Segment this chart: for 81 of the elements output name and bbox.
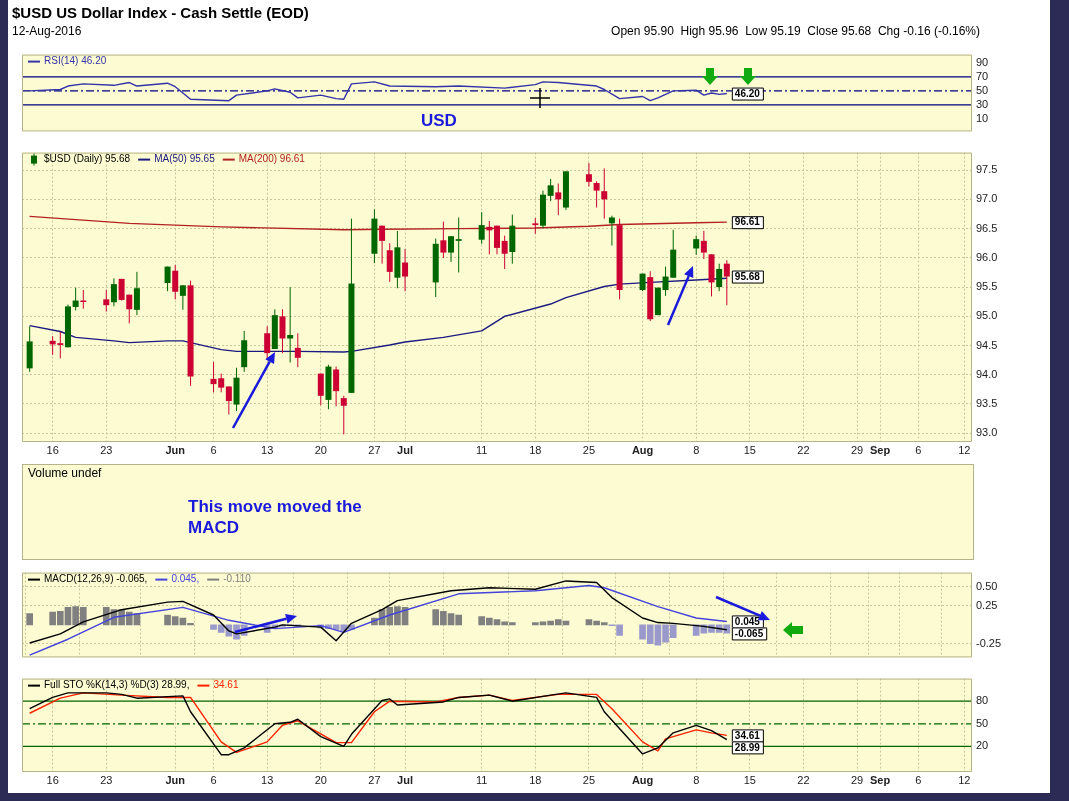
legend-label: 0.045, [171, 573, 200, 585]
x-tick-label: Aug [631, 773, 654, 786]
x-tick-label: 15 [743, 443, 756, 456]
x-tick-label: 8 [693, 773, 700, 786]
x-tick-label: 18 [529, 443, 542, 456]
x-tick-label: 6 [915, 443, 922, 456]
x-tick-label: Jul [397, 773, 414, 786]
legend-label: $USD (Daily) 95.68 [44, 153, 131, 165]
y-tick-label: -0.25 [976, 636, 1002, 649]
text: Volume undef [28, 466, 102, 480]
x-tick-label: 16 [46, 773, 59, 786]
x-tick-label: 8 [693, 443, 700, 456]
x-tick-label: 27 [368, 443, 381, 456]
x-tick-label: 13 [261, 773, 274, 786]
y-tick-label: 50 [976, 716, 989, 729]
x-tick-label: 6 [210, 773, 217, 786]
y-tick-label: 10 [976, 111, 989, 124]
chart-title: $USD US Dollar Index - Cash Settle (EOD) [12, 4, 309, 21]
x-tick-label: Jun [165, 443, 186, 456]
y-tick-label: 50 [976, 83, 989, 96]
x-tick-label: Jul [397, 443, 414, 456]
y-tick-label: 80 [976, 694, 989, 707]
y-tick-label: 0.25 [976, 598, 998, 611]
x-tick-label: 29 [850, 773, 864, 786]
annotation: -0.065 [734, 627, 764, 639]
y-tick-label: 95.5 [976, 280, 998, 293]
x-tick-label: 22 [797, 443, 810, 456]
x-tick-label: 11 [475, 443, 488, 456]
x-tick-label: 29 [850, 443, 864, 456]
x-tick-label: Aug [631, 443, 654, 456]
y-tick-label: 94.0 [976, 367, 998, 380]
legend-label: RSI(14) 46.20 [44, 55, 107, 67]
x-tick-label: 20 [314, 773, 327, 786]
x-tick-label: Sep [869, 773, 891, 786]
y-tick-label: 93.0 [976, 426, 998, 439]
x-tick-label: 25 [582, 773, 596, 786]
x-tick-label: 6 [915, 773, 922, 786]
x-tick-label: 23 [100, 773, 113, 786]
legend-label: MACD(12,26,9) -0.065, [44, 573, 148, 585]
y-tick-label: 97.5 [976, 163, 998, 176]
annotation: USD [421, 110, 457, 130]
y-tick-label: 0.50 [976, 580, 998, 593]
x-tick-label: 12 [958, 773, 971, 786]
annotation: 46.20 [734, 87, 761, 99]
x-tick-label: 23 [100, 443, 113, 456]
y-tick-label: 20 [976, 739, 989, 752]
y-tick-label: 70 [976, 69, 989, 82]
y-tick-label: 96.0 [976, 250, 998, 263]
legend-label: Full STO %K(14,3) %D(3) 28.99, [44, 679, 190, 691]
annotation: 34.61 [734, 729, 761, 741]
annotation: 96.61 [734, 216, 761, 228]
chart-subtitle: 12-Aug-2016 [12, 24, 82, 38]
x-tick-label: 11 [475, 773, 488, 786]
legend-label: -0.110 [223, 573, 252, 585]
annotation: 28.99 [734, 741, 761, 753]
x-tick-label: 27 [368, 773, 381, 786]
x-tick-label: 20 [314, 443, 327, 456]
annotation: 95.68 [734, 270, 761, 282]
x-tick-label: 13 [261, 443, 274, 456]
y-tick-label: 30 [976, 97, 989, 110]
text: This move moved the MACD [188, 496, 363, 538]
x-tick-label: 25 [582, 443, 596, 456]
x-tick-label: Sep [869, 443, 891, 456]
x-tick-label: 12 [958, 443, 971, 456]
y-tick-label: 96.5 [976, 221, 998, 234]
x-tick-label: 22 [797, 773, 810, 786]
x-tick-label: 18 [529, 773, 542, 786]
legend-label: MA(200) 96.61 [238, 153, 306, 165]
y-tick-label: 93.5 [976, 397, 998, 410]
y-tick-label: 94.5 [976, 338, 998, 351]
legend-label: MA(50) 95.65 [154, 153, 216, 165]
x-tick-label: Jun [165, 773, 186, 786]
y-tick-label: 90 [976, 56, 989, 69]
legend-label: 34.61 [213, 679, 239, 691]
annotation: 0.045 [734, 615, 761, 627]
text: Open 95.90 High 95.96 Low 95.19 Close 95.68 Chg -0.16 (-0.16%) [611, 24, 980, 38]
y-tick-label: 97.0 [976, 192, 998, 205]
y-tick-label: 95.0 [976, 309, 998, 322]
x-tick-label: 15 [743, 773, 756, 786]
x-tick-label: 16 [46, 443, 59, 456]
x-tick-label: 6 [210, 443, 217, 456]
